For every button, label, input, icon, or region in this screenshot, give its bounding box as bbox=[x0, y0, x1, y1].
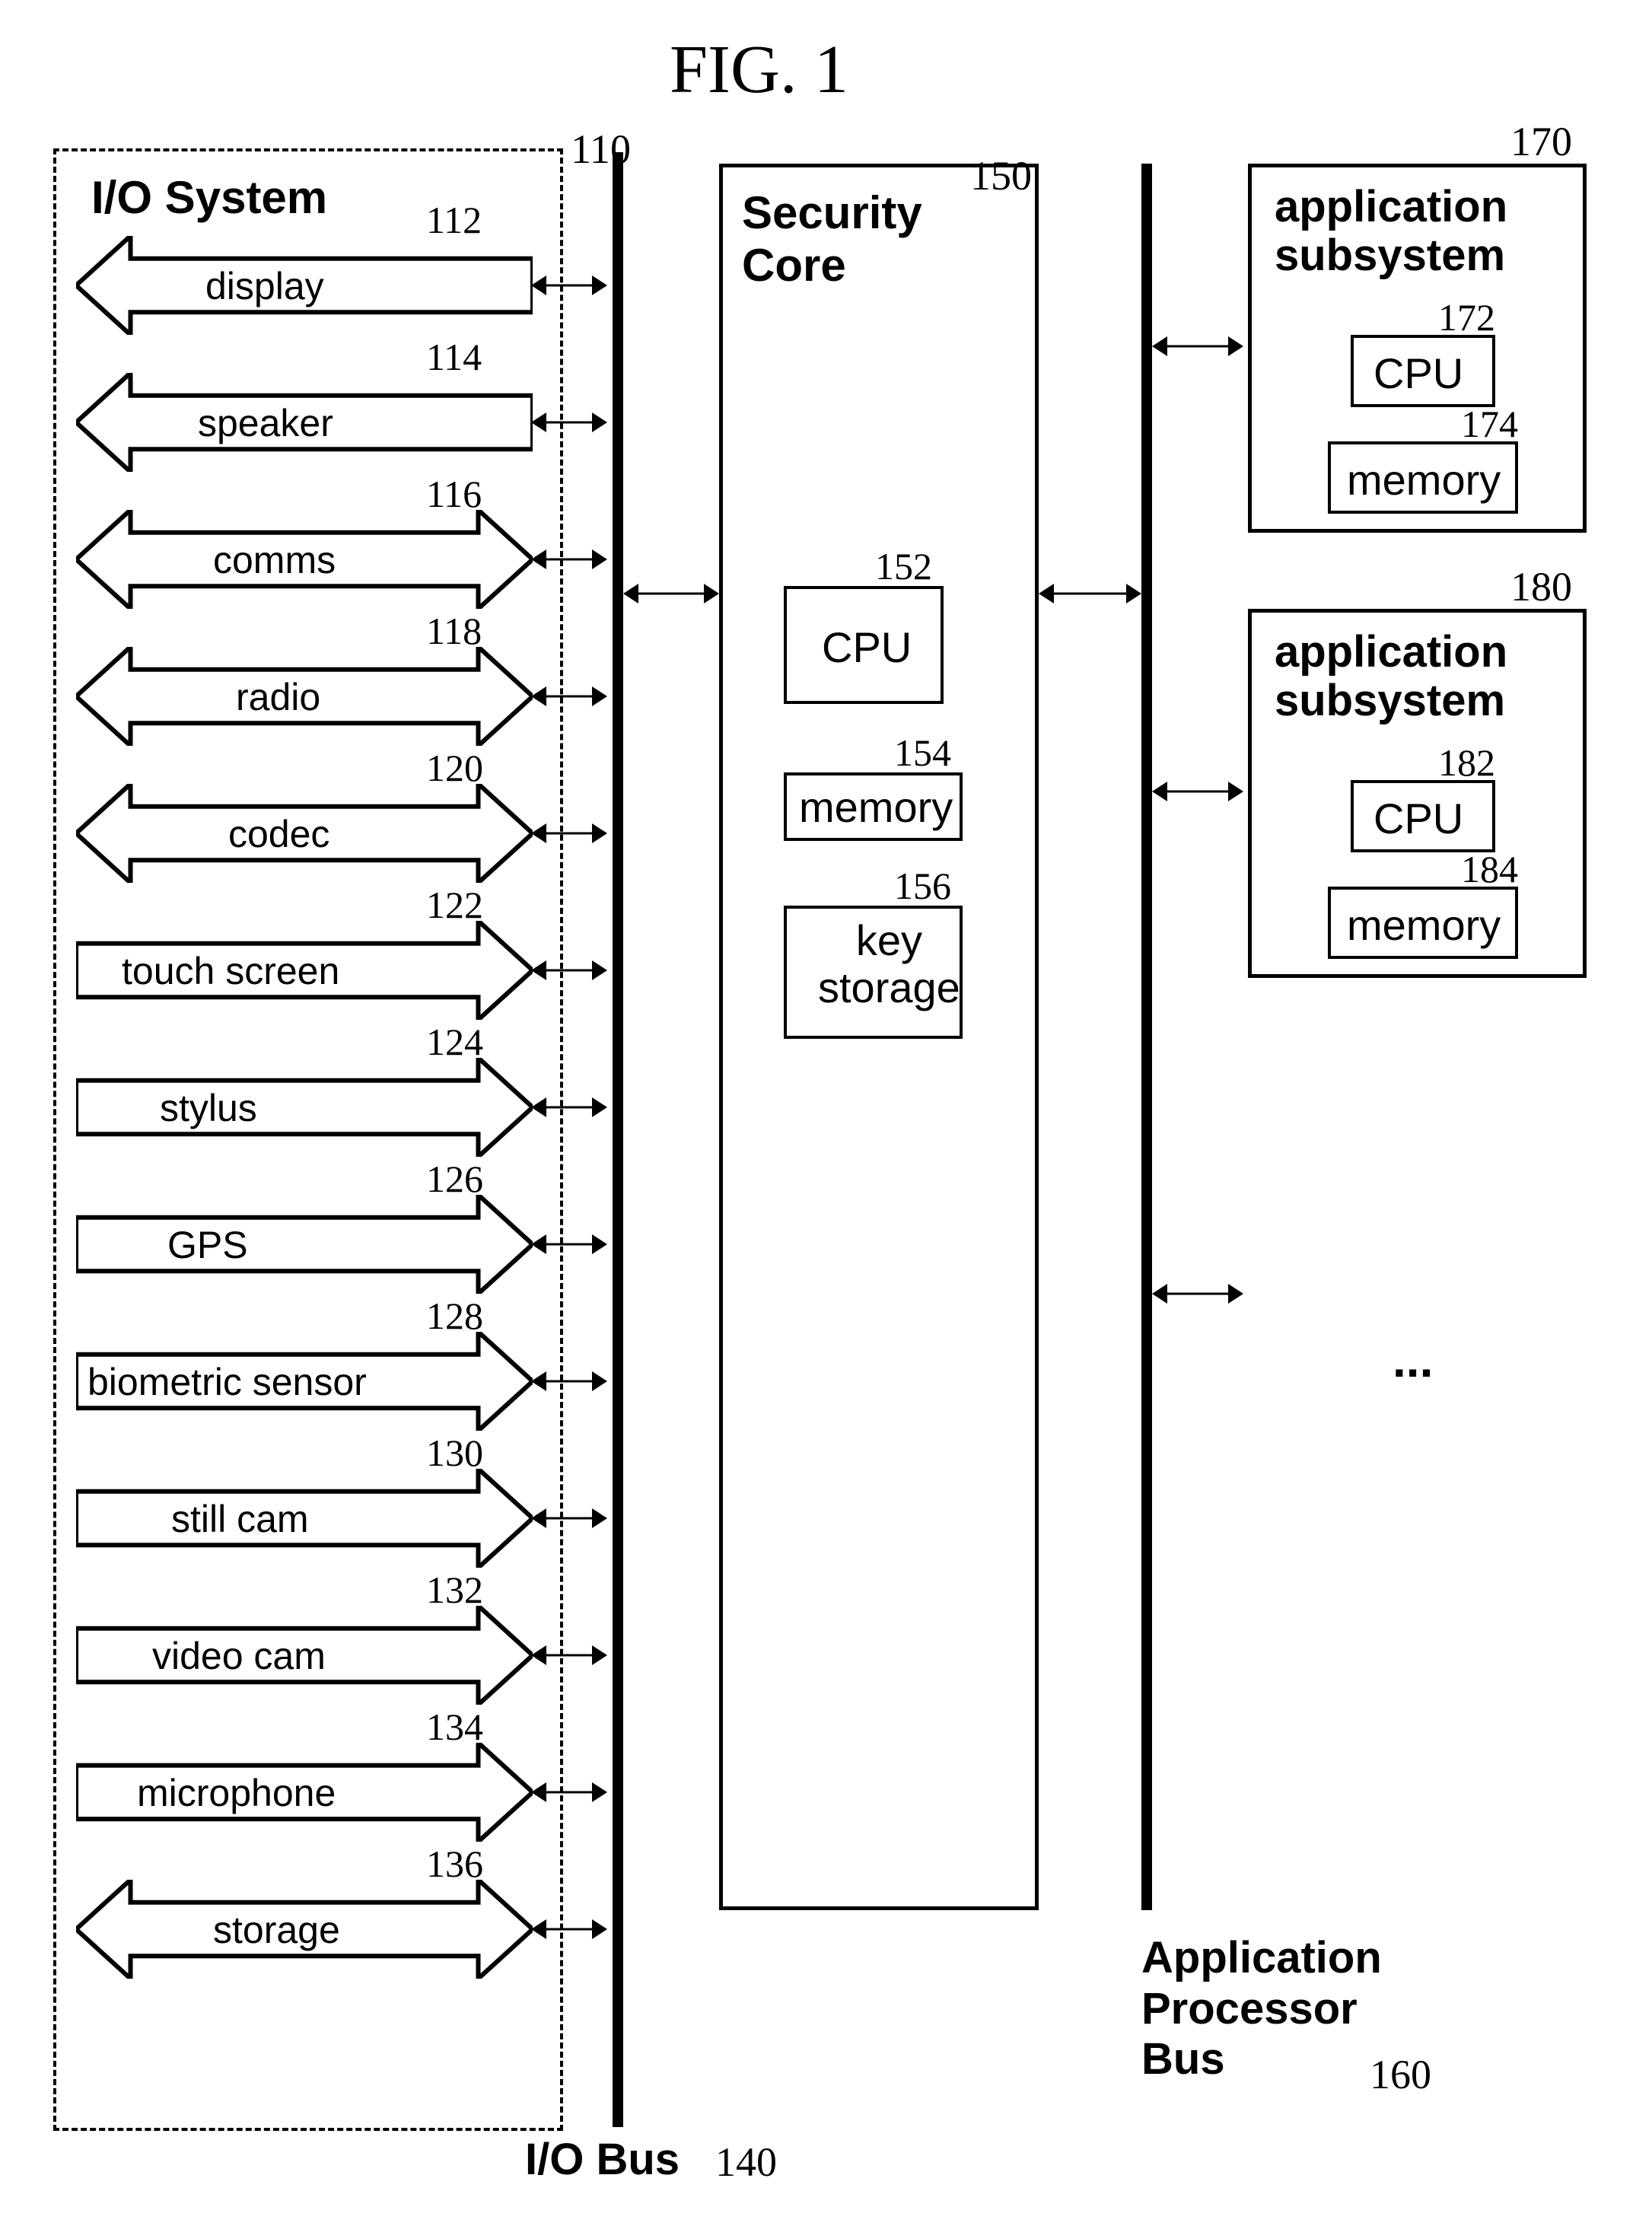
io-device-label: microphone bbox=[137, 1771, 336, 1815]
io-device-microphone: microphone bbox=[76, 1743, 533, 1842]
component-label: key storage bbox=[818, 917, 960, 1011]
io-device-label: touch screen bbox=[122, 949, 339, 993]
app-processor-bus-line bbox=[1141, 164, 1152, 1910]
component-ref: 156 bbox=[894, 864, 951, 908]
io-bus-connector bbox=[531, 1636, 607, 1674]
io-device-ref: 120 bbox=[426, 746, 483, 790]
ellipsis: ... bbox=[1393, 1332, 1433, 1388]
io-device-ref: 118 bbox=[426, 609, 482, 653]
security-core-ref: 150 bbox=[970, 152, 1032, 199]
io-device-ref: 134 bbox=[426, 1705, 483, 1749]
io-device-label: biometric sensor bbox=[88, 1360, 367, 1404]
io-device-video-cam: video cam bbox=[76, 1606, 533, 1705]
io-device-ref: 126 bbox=[426, 1157, 483, 1201]
io-bus-ref: 140 bbox=[715, 2138, 777, 2186]
io-bus-connector bbox=[531, 1362, 607, 1400]
io-bus-connector bbox=[531, 1499, 607, 1537]
component-ref: 154 bbox=[894, 731, 951, 775]
io-device-ref: 124 bbox=[426, 1020, 483, 1064]
subsystem-ref: 170 bbox=[1510, 118, 1572, 165]
component-label: memory bbox=[1347, 457, 1501, 504]
security-core-title: Security Core bbox=[742, 186, 922, 291]
io-device-ref: 136 bbox=[426, 1842, 483, 1886]
subsystem-ref: 180 bbox=[1510, 563, 1572, 610]
io-device-GPS: GPS bbox=[76, 1195, 533, 1294]
io-device-label: storage bbox=[213, 1908, 340, 1952]
app-processor-bus-ref: 160 bbox=[1370, 2051, 1431, 2098]
io-device-ref: 122 bbox=[426, 883, 483, 927]
component-label: CPU bbox=[822, 624, 912, 671]
subsystem-title: application subsystem bbox=[1275, 628, 1507, 725]
securitycore-to-appbus-connector bbox=[1039, 575, 1141, 613]
component-ref: 184 bbox=[1461, 847, 1518, 891]
io-device-ref: 116 bbox=[426, 472, 482, 516]
io-device-comms: comms bbox=[76, 510, 533, 609]
io-bus-connector bbox=[531, 403, 607, 441]
io-device-display: display bbox=[76, 236, 533, 335]
io-bus-line bbox=[613, 152, 623, 2127]
component-label: memory bbox=[799, 784, 953, 831]
component-ref: 174 bbox=[1461, 402, 1518, 446]
io-bus-connector bbox=[531, 1088, 607, 1126]
io-bus-connector bbox=[531, 1225, 607, 1263]
io-bus-label: I/O Bus bbox=[525, 2135, 680, 2186]
component-ref: 172 bbox=[1438, 295, 1495, 339]
io-device-label: stylus bbox=[160, 1086, 257, 1130]
io-bus-connector bbox=[531, 540, 607, 578]
io-bus-connector bbox=[531, 951, 607, 989]
figure-canvas: FIG. 1 I/O System 110 I/O Bus 140 displa… bbox=[0, 0, 1652, 2226]
io-device-codec: codec bbox=[76, 784, 533, 883]
io-bus-connector bbox=[531, 814, 607, 852]
app-processor-bus-label: Application Processor Bus bbox=[1141, 1933, 1382, 2085]
io-device-touch-screen: touch screen bbox=[76, 921, 533, 1020]
io-device-ref: 114 bbox=[426, 335, 482, 379]
io-device-label: GPS bbox=[167, 1223, 248, 1267]
io-device-biometric-sensor: biometric sensor bbox=[76, 1332, 533, 1431]
io-device-label: still cam bbox=[171, 1497, 309, 1541]
app-bus-connector bbox=[1152, 772, 1243, 810]
figure-title: FIG. 1 bbox=[670, 30, 848, 109]
io-device-label: codec bbox=[228, 812, 329, 856]
subsystem-title: application subsystem bbox=[1275, 183, 1507, 280]
app-bus-connector bbox=[1152, 327, 1243, 365]
io-device-ref: 128 bbox=[426, 1294, 483, 1338]
io-bus-connector bbox=[531, 266, 607, 304]
io-device-stylus: stylus bbox=[76, 1058, 533, 1157]
io-system-title: I/O System bbox=[91, 171, 327, 224]
io-bus-connector bbox=[531, 1910, 607, 1948]
io-device-label: speaker bbox=[198, 401, 333, 445]
io-device-ref: 132 bbox=[426, 1568, 483, 1612]
component-label: memory bbox=[1347, 902, 1501, 949]
io-device-label: comms bbox=[213, 538, 336, 582]
io-device-label: radio bbox=[236, 675, 320, 719]
io-device-speaker: speaker bbox=[76, 373, 533, 472]
io-device-label: video cam bbox=[152, 1634, 326, 1678]
io-device-ref: 112 bbox=[426, 198, 482, 242]
component-ref: 152 bbox=[875, 544, 932, 588]
app-bus-connector-extra bbox=[1152, 1275, 1243, 1313]
component-label: CPU bbox=[1373, 350, 1463, 397]
io-device-storage: storage bbox=[76, 1880, 533, 1979]
io-device-ref: 130 bbox=[426, 1431, 483, 1475]
io-device-radio: radio bbox=[76, 647, 533, 746]
io-device-still-cam: still cam bbox=[76, 1469, 533, 1568]
io-bus-connector bbox=[531, 677, 607, 715]
io-bus-connector bbox=[531, 1773, 607, 1811]
component-ref: 182 bbox=[1438, 740, 1495, 785]
iobus-to-securitycore-connector bbox=[623, 575, 719, 613]
io-device-label: display bbox=[205, 264, 324, 308]
component-label: CPU bbox=[1373, 795, 1463, 842]
